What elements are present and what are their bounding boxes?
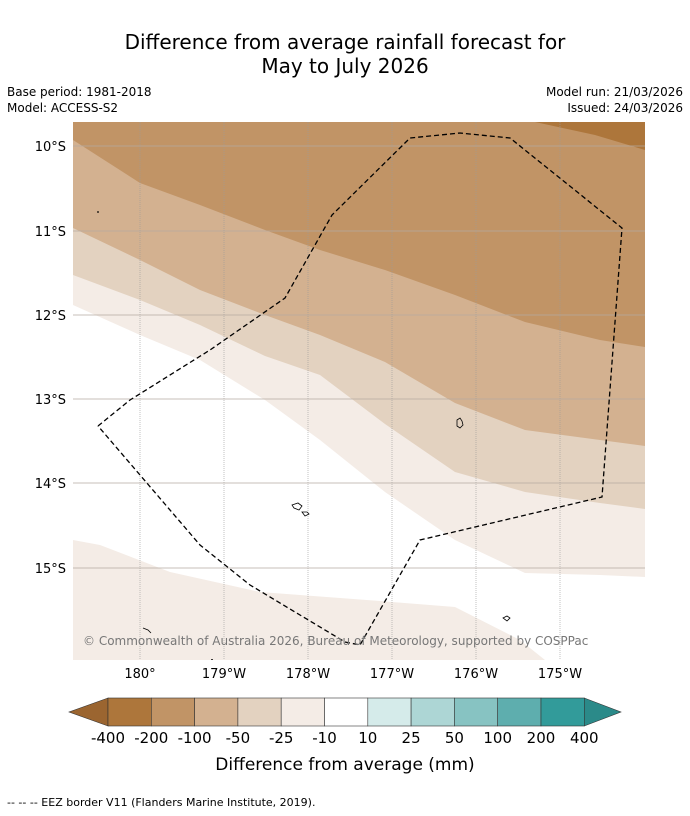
model-info: Base period: 1981-2018 Model: ACCESS-S2	[7, 84, 152, 116]
colorbar-high-extension	[583, 697, 622, 727]
lon-label: 177°W	[370, 667, 414, 682]
longitude-gridlines	[139, 122, 561, 660]
colorbar-labels: -400 -200 -100 -50 -25 -10 10 25 50 100 200 400	[91, 729, 599, 747]
lat-label: 14°S	[35, 477, 66, 492]
island-cluster-b	[301, 511, 310, 517]
legend-footer: -- -- -- EEZ border V11 (Flanders Marine…	[7, 796, 316, 809]
colorbar-tick-label: -10	[312, 729, 337, 747]
island-north	[456, 417, 464, 429]
colorbar-swatch	[324, 697, 369, 727]
band-south-minus-10-to-25	[73, 540, 545, 660]
lon-label: 176°W	[454, 667, 498, 682]
lon-label: 178°W	[286, 667, 330, 682]
colorbar-tick-label: -400	[91, 729, 125, 747]
copyright-notice: © Commonwealth of Australia 2026, Bureau…	[83, 634, 588, 648]
lat-label: 12°S	[35, 309, 66, 324]
latitude-gridlines	[73, 145, 645, 569]
colorbar-tick-label: 50	[445, 729, 464, 747]
lat-label: 11°S	[35, 225, 66, 240]
lat-label: 10°S	[35, 140, 66, 155]
colorbar-tick-label: 25	[402, 729, 421, 747]
issued-date: Issued: 24/03/2026	[567, 101, 683, 115]
colorbar-tick-label: 100	[483, 729, 512, 747]
colorbar-tick-label: 10	[358, 729, 377, 747]
colorbar-title: Difference from average (mm)	[215, 755, 474, 775]
lon-label: 179°W	[202, 667, 246, 682]
islands	[142, 417, 511, 634]
colorbar-swatch	[497, 697, 542, 727]
lat-label: 15°S	[35, 562, 66, 577]
colorbar-tick-label: 400	[570, 729, 599, 747]
map-title-line-1: Difference from average rainfall forecas…	[124, 30, 566, 54]
colorbar-tick-label: 200	[527, 729, 556, 747]
colorbar-swatch	[151, 697, 195, 727]
base-period: Base period: 1981-2018	[7, 85, 152, 99]
latitude-labels: 10°S 11°S 12°S 13°S 14°S 15°S	[35, 140, 66, 577]
colorbar-swatch	[194, 697, 239, 727]
colorbar-swatch	[280, 697, 325, 727]
islet-dot	[97, 211, 99, 213]
lon-label: 175°W	[538, 667, 582, 682]
colorbar-tick-label: -25	[269, 729, 294, 747]
colorbar-swatch	[410, 697, 455, 727]
colorbar-swatch	[540, 697, 585, 727]
map-area: © Commonwealth of Australia 2026, Bureau…	[73, 122, 645, 660]
lat-label: 13°S	[35, 393, 66, 408]
colorbar-low-extension	[68, 697, 109, 727]
island-cluster-a	[291, 502, 303, 511]
island-southeast	[502, 615, 511, 622]
island-southwest	[142, 627, 152, 634]
band-minus-100-to-200	[73, 122, 645, 347]
colorbar-tick-label: -50	[226, 729, 251, 747]
colorbar-swatch	[237, 697, 282, 727]
colorbar-swatch	[367, 697, 412, 727]
longitude-labels: 180° 179°W 178°W 177°W 176°W 175°W	[124, 667, 582, 682]
colorbar	[68, 697, 622, 727]
model-name: Model: ACCESS-S2	[7, 101, 119, 115]
map-title: Difference from average rainfall forecas…	[0, 30, 690, 78]
lon-label: 180°	[124, 667, 155, 682]
band-minus-200-to-400	[535, 122, 645, 150]
colorbar-tick-label: -200	[134, 729, 168, 747]
islet-dot-south	[211, 659, 213, 660]
colorbar-swatch	[107, 697, 152, 727]
eez-border	[97, 132, 623, 646]
run-info: Model run: 21/03/2026 Issued: 24/03/2026	[546, 84, 683, 116]
colorbar-swatch	[454, 697, 498, 727]
map-title-line-2: May to July 2026	[261, 54, 429, 78]
colorbar-tick-label: -100	[178, 729, 212, 747]
model-run-date: Model run: 21/03/2026	[545, 85, 683, 99]
